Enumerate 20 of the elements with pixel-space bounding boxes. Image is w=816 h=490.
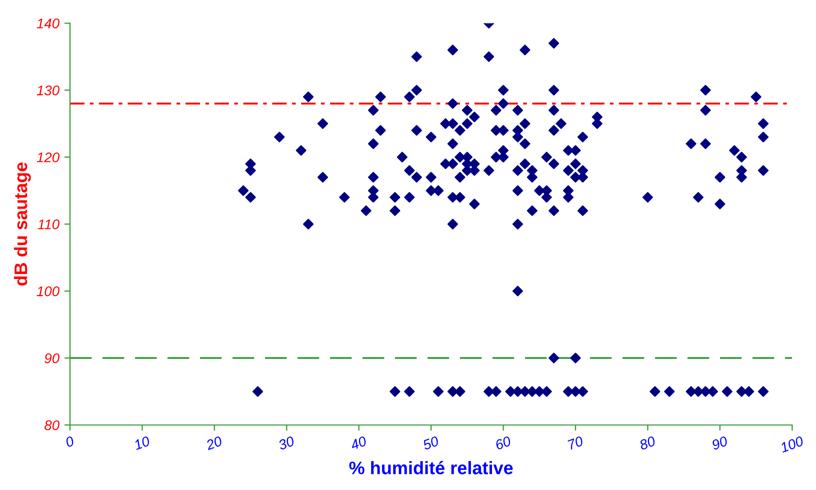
x-tick-label: 30 [278,436,296,450]
x-tick-label: 20 [205,436,223,450]
y-tick-label: 80 [44,420,60,430]
x-tick-label: 90 [711,436,728,450]
x-tick-label: 60 [494,436,512,450]
y-tick-label: 110 [38,219,60,230]
x-tick-label: 50 [422,436,440,450]
x-axis-title: % humidité relative [349,460,513,474]
y-tick-label: 130 [36,86,60,96]
x-tick-label: 100 [780,436,804,453]
x-tick-label: 40 [350,436,368,450]
y-tick-label: 100 [36,286,60,296]
x-tick-label: 0 [64,436,75,448]
x-tick-label: 80 [638,436,656,450]
x-tick-label: 10 [133,436,151,450]
y-tick-label: 90 [44,353,60,364]
y-axis-title: dB du sautage [14,162,31,286]
y-tick-label: 140 [36,18,60,28]
x-tick-label: 70 [568,436,584,450]
y-tick-label: 120 [36,152,60,162]
